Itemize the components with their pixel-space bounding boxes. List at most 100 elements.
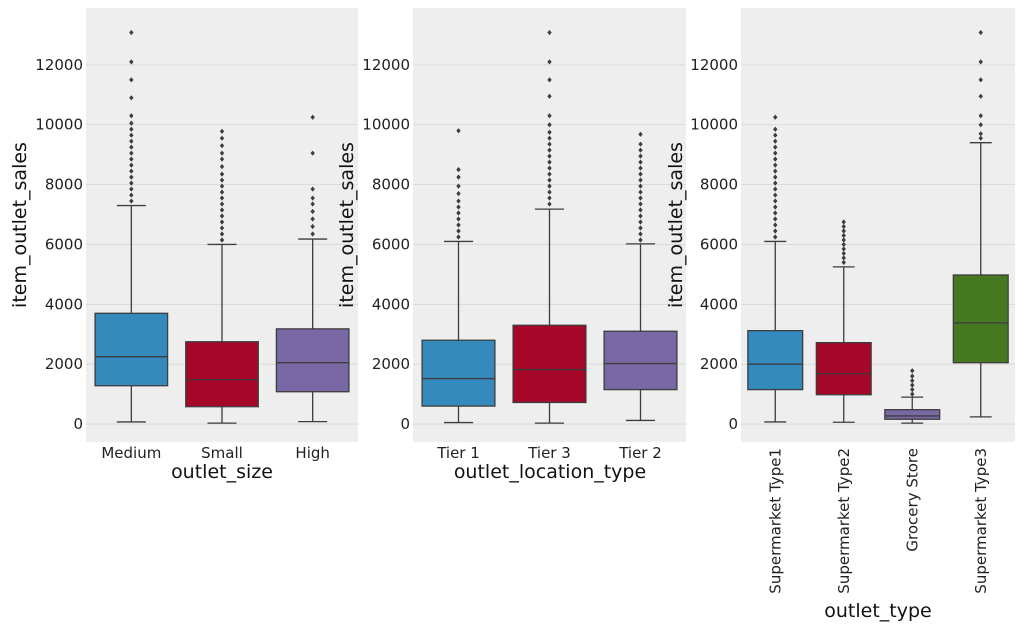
box-supermarket-type2	[815, 219, 872, 423]
outlier-point	[129, 95, 134, 101]
outlier-point	[638, 225, 643, 231]
outlier-point	[773, 138, 778, 144]
x-axis-label: outlet_size	[171, 461, 273, 483]
outlier-point	[638, 153, 643, 159]
y-tick-label: 6000	[372, 235, 410, 253]
y-tick-label: 0	[73, 415, 83, 433]
outlier-point	[910, 373, 915, 379]
outlier-point	[456, 174, 461, 180]
y-tick-label: 4000	[700, 295, 738, 313]
outlier-point	[910, 382, 915, 388]
outlier-point	[841, 259, 846, 266]
y-tick-label: 8000	[45, 176, 83, 194]
x-tick-label: Tier 1	[436, 444, 480, 462]
outlier-point	[841, 255, 846, 261]
outlier-point	[841, 232, 846, 239]
y-axis-label: item_outlet_sales	[665, 142, 687, 308]
outlier-point	[129, 174, 134, 180]
outlier-point	[456, 204, 461, 210]
outlier-point	[547, 93, 552, 99]
box-tier-3	[512, 29, 587, 424]
x-axis-ticks: Tier 1 Tier 3 Tier 2	[436, 444, 662, 462]
outlier-point	[638, 189, 643, 195]
outlier-point	[456, 198, 461, 204]
outlier-point	[841, 219, 846, 225]
outlier-point	[978, 59, 983, 65]
y-tick-label: 2000	[372, 355, 410, 373]
x-tick-label: Tier 3	[527, 444, 571, 462]
outlier-point	[638, 219, 643, 225]
y-tick-label: 0	[728, 415, 738, 433]
outlier-point	[456, 222, 461, 228]
outlier-point	[547, 77, 552, 83]
x-tick-label: Small	[201, 444, 243, 462]
outlier-point	[129, 180, 134, 186]
outlier-point	[910, 378, 915, 384]
outlier-point	[638, 231, 643, 237]
outlier-point	[841, 241, 846, 248]
outlier-point	[638, 177, 643, 183]
y-axis-label: item_outlet_sales	[9, 142, 31, 308]
y-tick-label: 6000	[45, 235, 83, 253]
outlier-point	[547, 165, 552, 171]
outlier-point	[129, 113, 134, 119]
outlier-point	[219, 183, 225, 189]
outlier-point	[638, 237, 643, 243]
outlier-point	[456, 167, 461, 173]
outlier-point	[638, 207, 643, 213]
outlier-point	[773, 204, 778, 210]
outlier-point	[456, 228, 461, 234]
outlier-point	[310, 150, 315, 156]
outlier-point	[638, 201, 643, 207]
outlier-point	[219, 156, 225, 162]
outlier-point	[310, 231, 315, 237]
outlier-point	[638, 165, 643, 171]
outlier-point	[219, 195, 225, 201]
outlier-point	[129, 132, 134, 138]
outlier-point	[978, 93, 983, 99]
boxes	[747, 29, 1009, 424]
subplot-outlet-size: 0 2000 4000 6000 8000 10000 12000 Medium Small H…	[9, 8, 358, 483]
iqr-box	[952, 274, 1009, 364]
outlier-point	[456, 190, 461, 197]
x-tick-label: Supermarket Type1	[766, 448, 784, 594]
outlier-point	[456, 183, 461, 189]
box-tier-1	[421, 128, 496, 424]
outlier-point	[219, 128, 225, 134]
outlier-point	[773, 192, 778, 198]
outlier-point	[547, 147, 552, 153]
outlier-point	[841, 228, 846, 234]
outlier-point	[978, 77, 983, 83]
iqr-box	[275, 328, 350, 393]
outlier-point	[310, 114, 315, 120]
y-tick-label: 12000	[690, 56, 738, 74]
outlier-point	[219, 164, 225, 170]
outlier-point	[773, 216, 778, 222]
outlier-point	[638, 141, 643, 147]
outlier-point	[310, 186, 315, 192]
outlier-point	[773, 174, 778, 180]
y-tick-label: 12000	[35, 56, 83, 74]
outlier-point	[978, 122, 983, 128]
outlier-point	[547, 159, 552, 165]
outlier-point	[547, 135, 552, 141]
outlier-point	[456, 210, 461, 216]
outlier-point	[310, 216, 315, 222]
outlier-point	[219, 135, 225, 141]
outlier-point	[638, 195, 643, 201]
x-tick-label: Medium	[101, 444, 161, 462]
y-tick-label: 8000	[700, 176, 738, 194]
y-tick-label: 10000	[690, 116, 738, 134]
outlier-point	[773, 144, 778, 150]
iqr-box	[603, 330, 678, 391]
outlier-point	[547, 201, 552, 207]
y-axis-ticks: 0 2000 4000 6000 8000 10000 12000	[362, 56, 410, 433]
outlier-point	[638, 213, 643, 219]
outlier-point	[219, 171, 225, 177]
y-tick-label: 10000	[362, 116, 410, 134]
outlier-point	[219, 201, 225, 207]
box-tier-2	[603, 131, 678, 422]
outlier-point	[547, 189, 552, 195]
x-axis-label: outlet_type	[824, 600, 931, 622]
